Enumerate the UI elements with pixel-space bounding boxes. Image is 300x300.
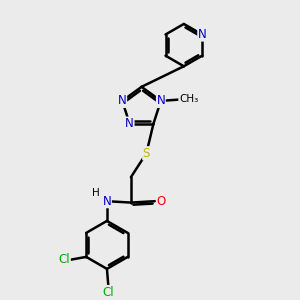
- Text: N: N: [198, 28, 207, 41]
- Text: O: O: [157, 195, 166, 208]
- Text: Cl: Cl: [58, 253, 70, 266]
- Text: H: H: [92, 188, 100, 198]
- Text: S: S: [143, 147, 150, 160]
- Text: N: N: [103, 195, 111, 208]
- Text: N: N: [125, 117, 134, 130]
- Text: N: N: [157, 94, 165, 107]
- Text: N: N: [118, 94, 127, 107]
- Text: Cl: Cl: [103, 286, 114, 298]
- Text: CH₃: CH₃: [179, 94, 198, 104]
